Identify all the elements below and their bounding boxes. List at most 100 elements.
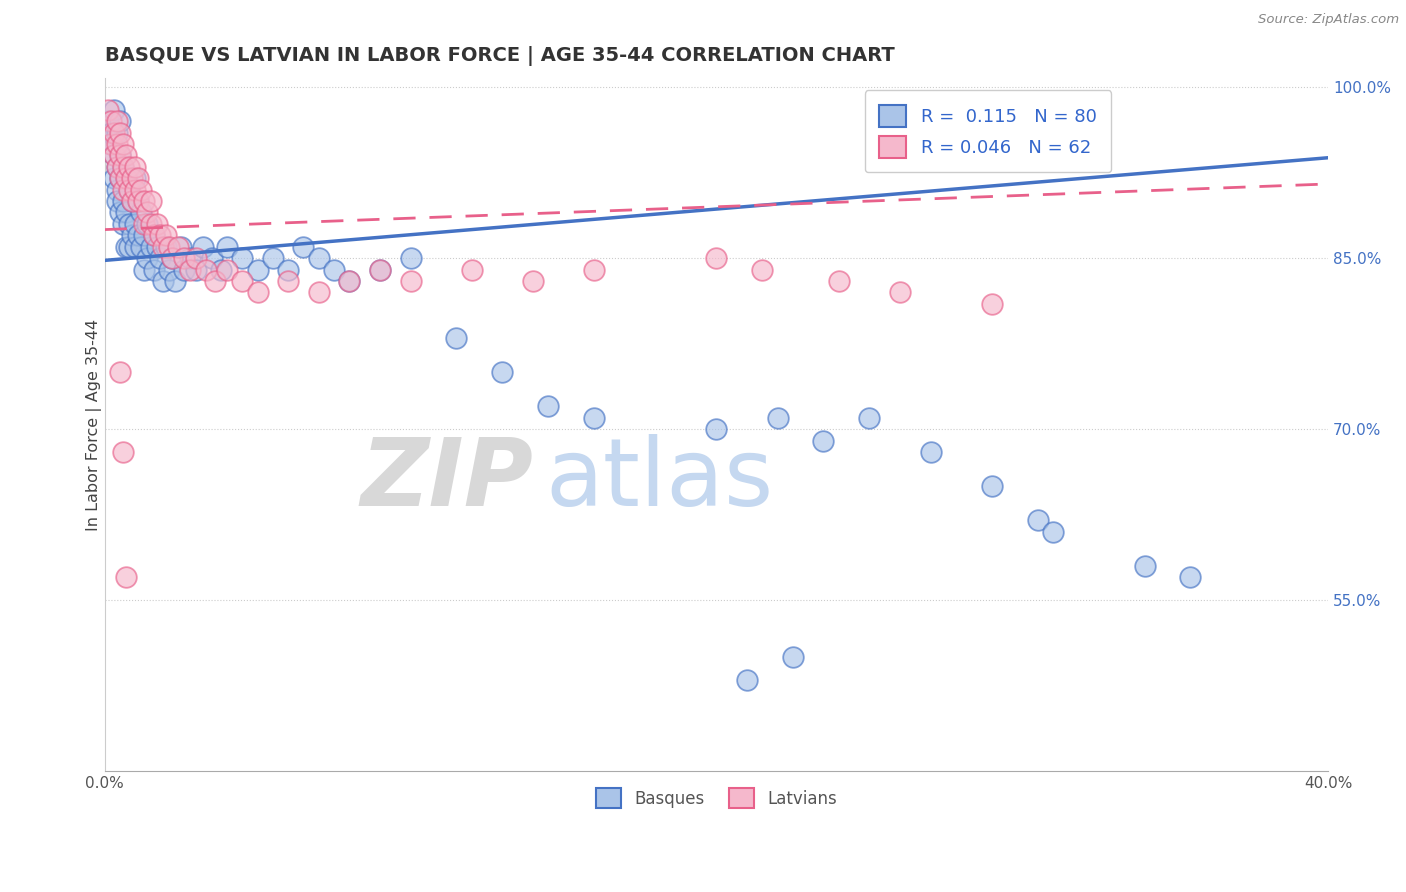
Point <box>246 262 269 277</box>
Point <box>105 160 128 174</box>
Point <box>124 183 146 197</box>
Point <box>124 217 146 231</box>
Point <box>813 434 835 448</box>
Y-axis label: In Labor Force | Age 35-44: In Labor Force | Age 35-44 <box>86 318 101 531</box>
Point <box>461 262 484 277</box>
Point <box>103 126 125 140</box>
Point <box>706 422 728 436</box>
Point <box>115 240 138 254</box>
Point <box>139 194 162 208</box>
Point <box>145 217 167 231</box>
Point <box>124 240 146 254</box>
Point <box>108 171 131 186</box>
Point <box>118 183 141 197</box>
Point <box>105 194 128 208</box>
Point <box>139 217 162 231</box>
Point <box>142 262 165 277</box>
Point <box>204 274 226 288</box>
Point <box>215 240 238 254</box>
Point <box>121 228 143 243</box>
Point <box>112 445 135 459</box>
Point <box>152 274 174 288</box>
Point <box>127 194 149 208</box>
Point <box>201 251 224 265</box>
Point <box>149 228 172 243</box>
Point <box>121 194 143 208</box>
Point <box>108 126 131 140</box>
Point <box>186 251 208 265</box>
Point <box>292 240 315 254</box>
Point <box>337 274 360 288</box>
Text: BASQUE VS LATVIAN IN LABOR FORCE | AGE 35-44 CORRELATION CHART: BASQUE VS LATVIAN IN LABOR FORCE | AGE 3… <box>104 46 894 66</box>
Point <box>118 160 141 174</box>
Point <box>118 240 141 254</box>
Point <box>124 171 146 186</box>
Point <box>191 240 214 254</box>
Point <box>179 262 201 277</box>
Point <box>1026 513 1049 527</box>
Text: ZIP: ZIP <box>360 434 533 526</box>
Point <box>145 240 167 254</box>
Point <box>100 136 122 151</box>
Point <box>112 183 135 197</box>
Point <box>105 114 128 128</box>
Point <box>186 262 208 277</box>
Point <box>118 217 141 231</box>
Point <box>157 240 180 254</box>
Text: Source: ZipAtlas.com: Source: ZipAtlas.com <box>1258 13 1399 27</box>
Point <box>134 217 156 231</box>
Point <box>112 160 135 174</box>
Point <box>163 274 186 288</box>
Point <box>209 262 232 277</box>
Point <box>142 228 165 243</box>
Point <box>215 262 238 277</box>
Point <box>179 251 201 265</box>
Point <box>980 297 1002 311</box>
Point <box>103 148 125 162</box>
Point <box>103 148 125 162</box>
Point <box>157 262 180 277</box>
Point <box>108 148 131 162</box>
Point <box>105 160 128 174</box>
Point <box>100 136 122 151</box>
Point <box>127 194 149 208</box>
Point <box>142 228 165 243</box>
Point <box>127 171 149 186</box>
Point <box>108 365 131 379</box>
Point <box>308 251 330 265</box>
Point <box>399 251 422 265</box>
Point <box>100 114 122 128</box>
Point <box>105 126 128 140</box>
Point <box>136 217 159 231</box>
Point <box>134 228 156 243</box>
Point <box>323 262 346 277</box>
Point <box>491 365 513 379</box>
Point <box>231 251 253 265</box>
Point <box>277 262 299 277</box>
Point <box>246 285 269 300</box>
Point <box>131 240 153 254</box>
Point <box>537 400 560 414</box>
Point <box>97 103 120 117</box>
Point <box>173 262 195 277</box>
Point <box>1042 524 1064 539</box>
Point <box>858 410 880 425</box>
Point <box>124 160 146 174</box>
Point <box>100 126 122 140</box>
Point <box>152 240 174 254</box>
Point <box>583 410 606 425</box>
Point <box>136 251 159 265</box>
Point <box>522 274 544 288</box>
Point <box>160 251 183 265</box>
Point <box>828 274 851 288</box>
Point <box>131 205 153 219</box>
Point <box>103 171 125 186</box>
Point <box>97 114 120 128</box>
Legend: Basques, Latvians: Basques, Latvians <box>589 781 844 815</box>
Point <box>136 205 159 219</box>
Point <box>155 228 177 243</box>
Point <box>127 228 149 243</box>
Point <box>115 148 138 162</box>
Point <box>889 285 911 300</box>
Point <box>782 650 804 665</box>
